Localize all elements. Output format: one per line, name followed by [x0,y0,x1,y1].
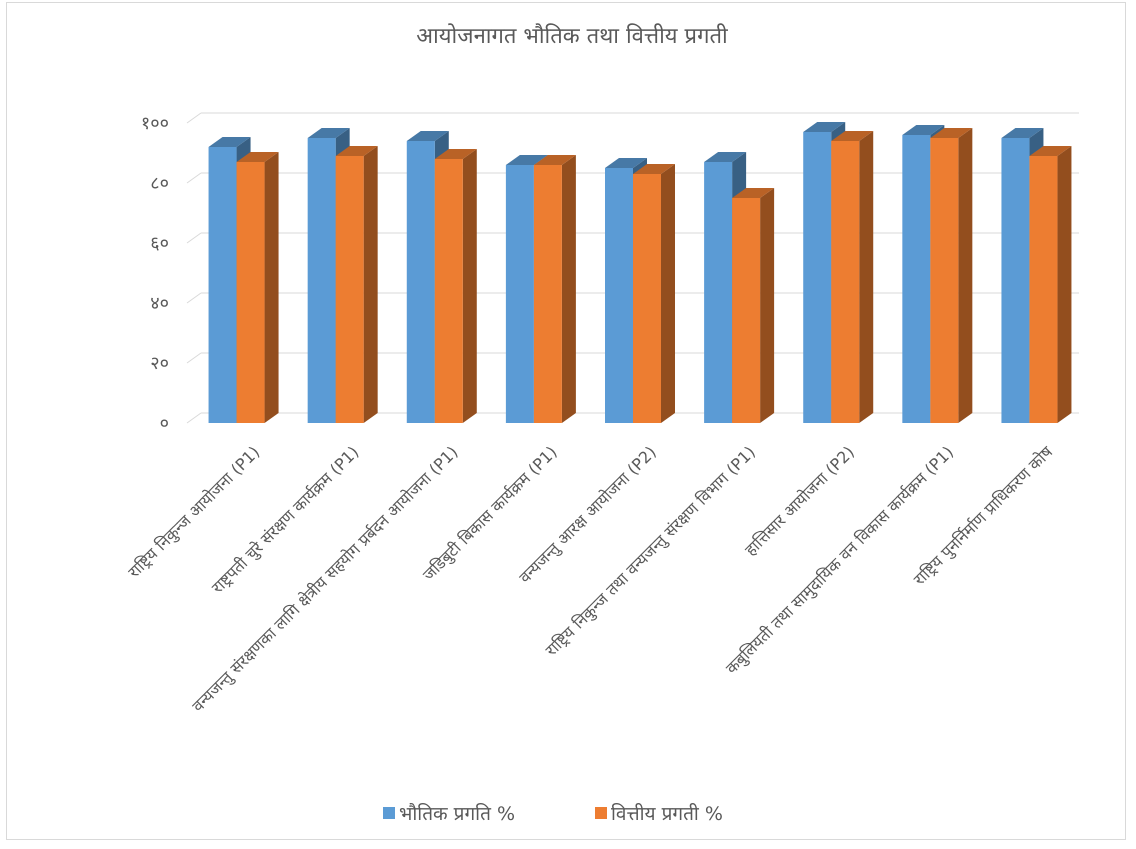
y-tick-label: ६० [150,233,169,254]
y-tick-label: ४० [150,293,169,314]
y-tick-label: २० [150,353,169,374]
y-tick-label: १०० [141,113,169,134]
chart-frame: आयोजनागत भौतिक तथा वित्तीय प्रगती ० २० ४० ६… [6,2,1126,840]
y-axis-ticks: ० २० ४० ६० ८० १०० [141,113,169,434]
bars [208,122,1072,423]
legend-swatch [595,807,607,819]
bar-financial [633,164,675,423]
category-label: कबुलियती तथा सामुदायिक वन विकास कार्यक्र… [722,442,958,678]
y-tick-label: ८० [150,173,169,194]
bar-financial [831,131,874,423]
chart-title: आयोजनागत भौतिक तथा वित्तीय प्रगती [416,23,728,49]
bar-financial [236,152,279,423]
legend-item: भौतिक प्रगति % [383,802,515,825]
bar-financial [335,146,378,423]
category-label: हात्तिसार आयोजना (P2) [741,442,858,559]
grid-line-diag [186,112,202,124]
bar-financial [1029,146,1072,423]
category-label: राष्ट्रिय निकुन्ज तथा वन्यजन्तु संरक्षण … [542,442,760,660]
category-labels: राष्ट्रिय निकुन्ज आयोजना (P1)राष्ट्रपती … [124,442,1057,717]
legend-swatch [383,807,395,819]
grid-line-diag [186,292,202,304]
legend-item: वित्तीय प्रगती % [595,802,723,825]
grid-line-diag [186,172,202,184]
legend: भौतिक प्रगति % वित्तीय प्रगती % [383,802,723,825]
bar-financial [732,188,775,423]
bar-financial [533,155,576,423]
y-tick-label: ० [160,413,169,434]
grid-line-diag [186,412,202,424]
legend-label: वित्तीय प्रगती % [611,802,723,825]
bar-chart: आयोजनागत भौतिक तथा वित्तीय प्रगती ० २० ४० ६… [124,23,1079,825]
bar-financial [434,149,477,423]
grid-line-diag [186,352,202,364]
legend-label: भौतिक प्रगति % [399,802,515,825]
grid-line-diag [186,232,202,244]
bar-financial [930,128,973,423]
